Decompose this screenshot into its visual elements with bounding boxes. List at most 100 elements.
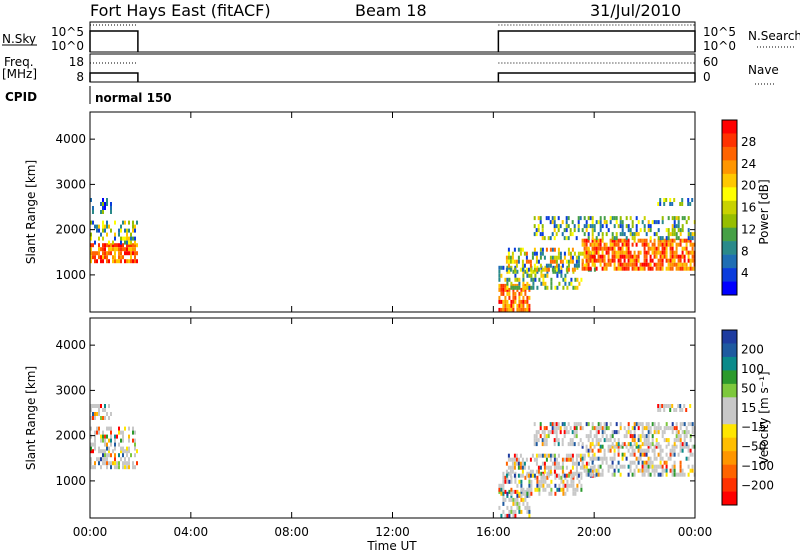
echo-cell xyxy=(625,238,628,243)
echo-cell xyxy=(126,247,128,252)
echo-cell xyxy=(637,444,640,449)
echo-cell xyxy=(118,247,120,252)
echo-cell xyxy=(528,273,531,278)
echo-cell xyxy=(541,224,544,229)
echo-cell xyxy=(543,267,546,272)
echo-cell xyxy=(553,236,556,241)
echo-cell xyxy=(621,456,624,461)
echo-cell xyxy=(607,258,610,263)
echo-cell xyxy=(631,262,634,267)
echo-cell xyxy=(589,468,592,473)
echo-cell xyxy=(669,242,672,247)
echo-cell xyxy=(633,232,636,237)
echo-cell xyxy=(653,452,656,457)
echo-cell xyxy=(599,426,602,431)
echo-cell xyxy=(128,240,130,245)
echo-cell xyxy=(625,456,628,461)
echo-cell xyxy=(609,434,612,439)
echo-cell xyxy=(615,238,618,243)
echo-cell xyxy=(627,448,630,453)
echo-cell xyxy=(116,465,118,470)
echo-cell xyxy=(665,472,668,477)
echo-cell xyxy=(549,430,552,435)
echo-cell xyxy=(507,247,510,252)
echo-cell xyxy=(603,220,606,225)
echo-cell xyxy=(679,444,682,449)
echo-cell xyxy=(591,465,594,470)
echo-cell xyxy=(613,472,616,477)
echo-cell xyxy=(544,487,547,492)
velocity-panel-frame xyxy=(89,317,696,519)
echo-cell xyxy=(535,469,538,474)
echo-cell xyxy=(522,273,525,278)
echo-cell xyxy=(124,465,126,470)
echo-cell xyxy=(669,452,672,457)
echo-cell xyxy=(518,295,521,300)
echo-cell xyxy=(553,224,556,229)
nsky-tick-top: 10^5 xyxy=(51,25,84,39)
echo-cell xyxy=(553,220,556,225)
echo-cell xyxy=(657,242,660,247)
echo-cell xyxy=(613,438,616,443)
echo-cell xyxy=(621,250,624,255)
beam-label: Beam 18 xyxy=(355,1,427,20)
echo-cell xyxy=(118,255,120,260)
echo-cell xyxy=(575,461,578,466)
echo-cell xyxy=(108,259,110,264)
echo-cell xyxy=(566,483,569,488)
echo-cell xyxy=(104,442,106,447)
echo-cell xyxy=(689,236,692,241)
echo-cell xyxy=(643,224,646,229)
echo-cell xyxy=(639,444,642,449)
echo-cell xyxy=(601,266,604,271)
echo-cell xyxy=(533,263,536,268)
echo-cell xyxy=(96,426,98,431)
echo-cell xyxy=(561,461,564,466)
echo-cell xyxy=(572,475,575,480)
echo-cell xyxy=(504,299,507,304)
echo-cell xyxy=(679,254,682,259)
echo-cell xyxy=(665,228,668,233)
echo-cell xyxy=(106,442,108,447)
echo-cell xyxy=(687,228,690,233)
echo-cell xyxy=(575,453,578,458)
echo-cell xyxy=(562,479,565,484)
echo-cell xyxy=(537,453,540,458)
echo-cell xyxy=(613,238,616,243)
echo-cell xyxy=(526,505,529,510)
echo-cell xyxy=(637,422,640,427)
echo-cell xyxy=(134,243,136,248)
echo-cell xyxy=(667,258,670,263)
echo-cell xyxy=(130,255,132,260)
echo-cell xyxy=(542,277,545,282)
echo-cell xyxy=(128,247,130,252)
echo-cell xyxy=(593,250,596,255)
echo-cell xyxy=(118,453,120,458)
echo-cell xyxy=(585,465,588,470)
echo-cell xyxy=(603,266,606,271)
echo-cell xyxy=(519,267,522,272)
echo-cell xyxy=(595,438,598,443)
echo-cell xyxy=(621,266,624,271)
echo-cell xyxy=(114,457,116,462)
echo-cell xyxy=(567,216,570,221)
echo-cell xyxy=(557,461,560,466)
echo-cell xyxy=(557,224,560,229)
echo-cell xyxy=(533,251,536,256)
echo-cell xyxy=(122,461,124,466)
echo-cell xyxy=(535,251,538,256)
echo-cell xyxy=(589,250,592,255)
echo-cell xyxy=(538,479,541,484)
echo-cell xyxy=(498,489,501,494)
echo-cell xyxy=(106,202,108,206)
echo-cell xyxy=(507,255,510,260)
echo-cell xyxy=(114,236,116,241)
echo-cell xyxy=(565,216,568,221)
echo-cell xyxy=(621,442,624,447)
echo-cell xyxy=(574,277,577,282)
echo-cell xyxy=(577,453,580,458)
echo-cell xyxy=(627,472,630,477)
echo-cell xyxy=(587,434,590,439)
echo-cell xyxy=(508,513,511,518)
echo-cell xyxy=(526,281,529,286)
